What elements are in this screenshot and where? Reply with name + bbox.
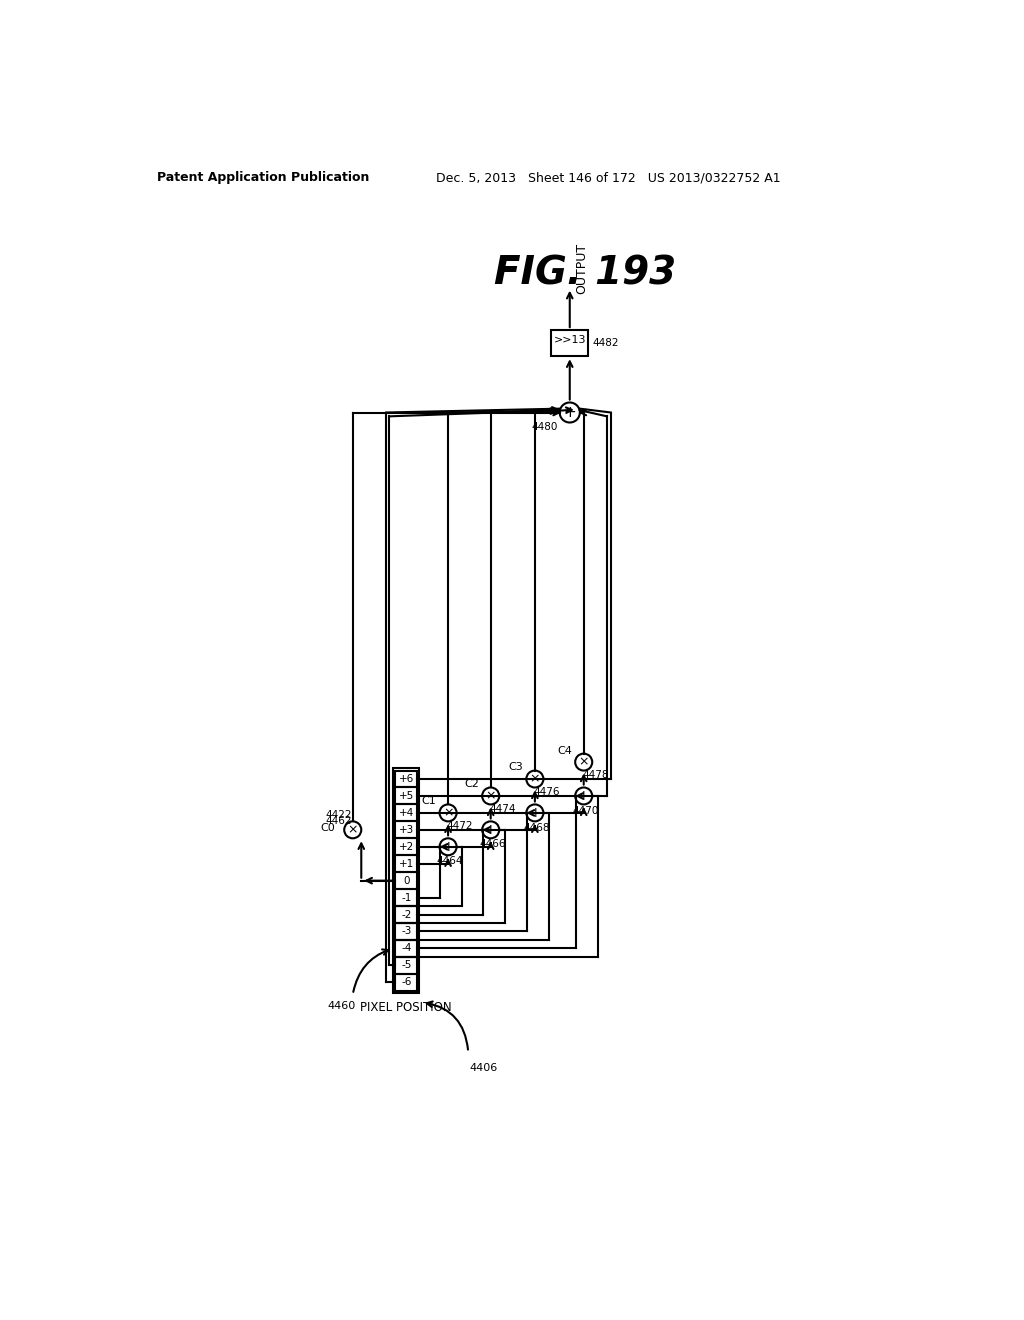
- Bar: [395, 838, 417, 855]
- Text: OUTPUT: OUTPUT: [575, 243, 589, 294]
- Text: 0: 0: [403, 875, 410, 886]
- Text: 4480: 4480: [531, 422, 557, 432]
- Text: +: +: [578, 789, 590, 803]
- Text: +3: +3: [398, 825, 414, 834]
- Text: +: +: [485, 822, 497, 837]
- Text: 4422: 4422: [326, 810, 352, 820]
- Text: C2: C2: [464, 779, 479, 789]
- Bar: [395, 804, 417, 821]
- Bar: [395, 855, 417, 873]
- Bar: [395, 906, 417, 923]
- Text: C4: C4: [557, 746, 571, 755]
- Text: C3: C3: [508, 763, 523, 772]
- Text: 4472: 4472: [446, 821, 473, 832]
- Text: C0: C0: [321, 824, 335, 833]
- Text: ×: ×: [529, 772, 540, 785]
- Text: +2: +2: [398, 842, 414, 851]
- Text: 4478: 4478: [582, 770, 608, 780]
- Bar: [395, 890, 417, 906]
- Text: -1: -1: [401, 892, 412, 903]
- Text: 4476: 4476: [534, 787, 560, 797]
- Bar: [395, 940, 417, 957]
- Text: PIXEL POSITION: PIXEL POSITION: [360, 1001, 452, 1014]
- Bar: [551, 330, 589, 356]
- Text: +: +: [563, 405, 577, 420]
- Text: +5: +5: [398, 791, 414, 801]
- Text: +4: +4: [398, 808, 414, 818]
- Text: -4: -4: [401, 944, 412, 953]
- Bar: [395, 923, 417, 940]
- Text: +1: +1: [398, 859, 414, 869]
- Text: +: +: [442, 840, 454, 854]
- Bar: [395, 788, 417, 804]
- Text: 4466: 4466: [479, 840, 506, 850]
- Text: 4462: 4462: [326, 816, 352, 826]
- Text: -2: -2: [401, 909, 412, 920]
- Text: >>13: >>13: [554, 335, 586, 345]
- Text: 4464: 4464: [436, 857, 463, 866]
- Bar: [393, 768, 420, 993]
- Bar: [395, 974, 417, 991]
- Text: +: +: [529, 807, 541, 820]
- Text: ×: ×: [347, 824, 358, 837]
- Bar: [395, 957, 417, 974]
- Text: -5: -5: [401, 961, 412, 970]
- Text: ×: ×: [442, 807, 454, 820]
- Text: 4468: 4468: [523, 822, 550, 833]
- Text: -3: -3: [401, 927, 412, 936]
- Text: 4460: 4460: [327, 1001, 355, 1011]
- Text: Dec. 5, 2013   Sheet 146 of 172   US 2013/0322752 A1: Dec. 5, 2013 Sheet 146 of 172 US 2013/03…: [436, 172, 781, 185]
- Text: C1: C1: [421, 796, 436, 807]
- Text: ×: ×: [485, 789, 496, 803]
- Text: -6: -6: [401, 977, 412, 987]
- Bar: [395, 873, 417, 890]
- Text: 4470: 4470: [572, 805, 598, 816]
- Text: Patent Application Publication: Patent Application Publication: [158, 172, 370, 185]
- Text: FIG. 193: FIG. 193: [495, 255, 676, 293]
- Text: 4406: 4406: [470, 1063, 498, 1073]
- Bar: [395, 821, 417, 838]
- Text: +6: +6: [398, 774, 414, 784]
- Text: ×: ×: [579, 755, 589, 768]
- Text: 4482: 4482: [592, 338, 618, 348]
- Text: 4474: 4474: [489, 804, 515, 814]
- Bar: [395, 771, 417, 788]
